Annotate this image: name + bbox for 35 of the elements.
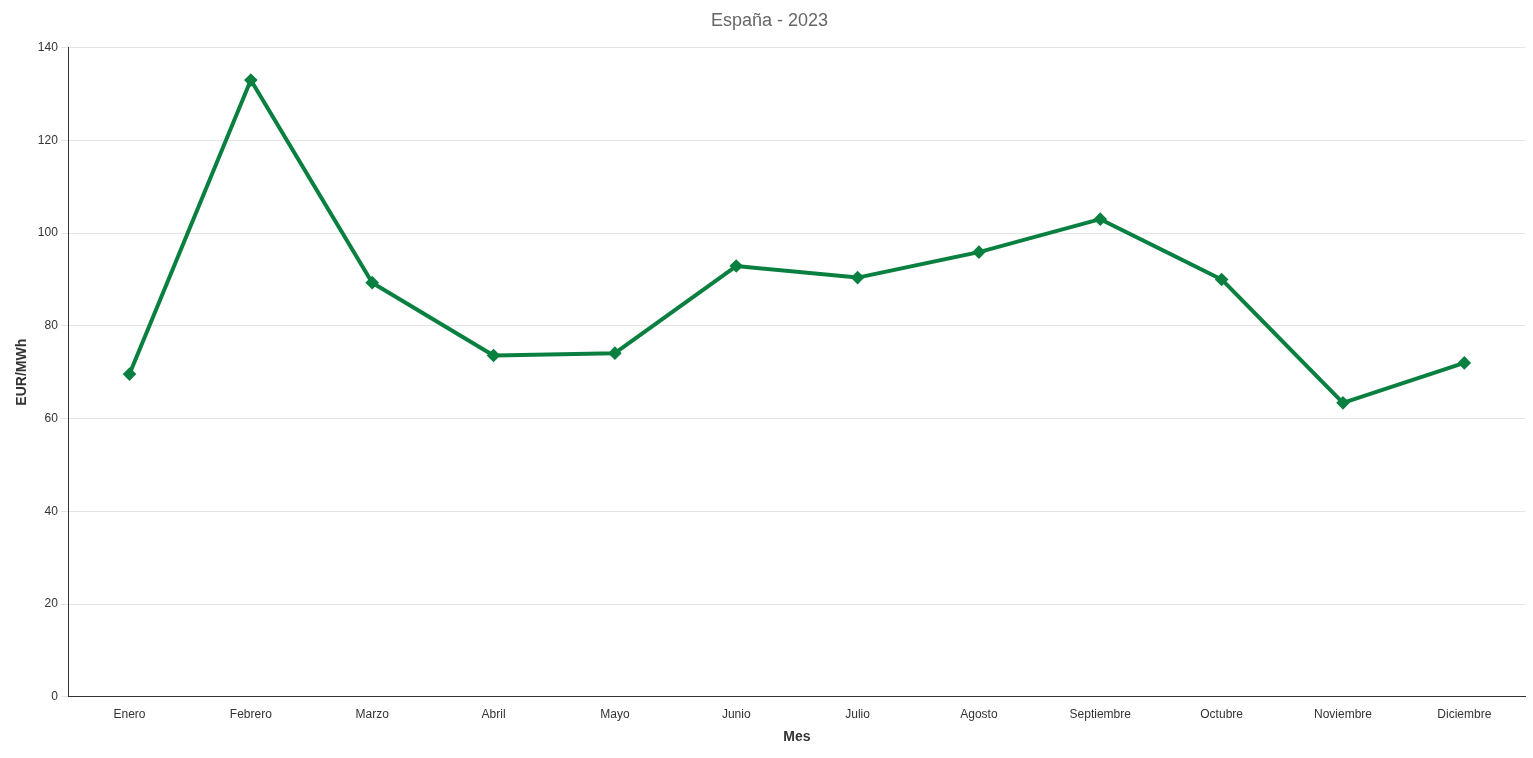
- chart-title: España - 2023: [710, 9, 829, 30]
- y-axis-title: EUR/MWh: [13, 338, 30, 406]
- y-tick-label: 120: [37, 132, 59, 147]
- x-tick-label: Enero: [113, 707, 146, 722]
- x-tick-label: Junio: [721, 707, 751, 722]
- y-tick-label: 140: [37, 39, 59, 54]
- x-tick-label: Mayo: [600, 707, 630, 722]
- y-tick-label: 20: [44, 596, 59, 611]
- x-tick-label: Julio: [845, 707, 871, 722]
- x-tick-label: Agosto: [960, 707, 998, 722]
- point: [1215, 273, 1228, 286]
- point: [730, 260, 743, 273]
- x-axis-title: Mes: [783, 728, 811, 745]
- point: [366, 276, 379, 289]
- x-tick-label: Noviembre: [1313, 707, 1373, 722]
- y-tick-label: 100: [37, 225, 59, 240]
- point: [608, 347, 621, 360]
- point: [123, 368, 136, 381]
- x-tick-label: Septiembre: [1069, 707, 1132, 722]
- y-tick-label: 0: [51, 689, 59, 704]
- y-tick-label: 40: [44, 503, 59, 518]
- y-tick-label: 80: [44, 318, 59, 333]
- point: [851, 271, 864, 284]
- point: [1458, 356, 1471, 369]
- point: [1336, 396, 1349, 409]
- point: [487, 349, 500, 362]
- point: [244, 74, 257, 87]
- x-tick-label: Octubre: [1200, 707, 1244, 722]
- x-tick-label: Marzo: [355, 707, 390, 722]
- point: [1094, 213, 1107, 226]
- y-tick-label: 60: [44, 410, 59, 425]
- x-tick-label: Diciembre: [1437, 707, 1492, 722]
- x-tick-label: Febrero: [229, 707, 273, 722]
- x-tick-label: Abril: [481, 707, 506, 722]
- point: [972, 246, 985, 259]
